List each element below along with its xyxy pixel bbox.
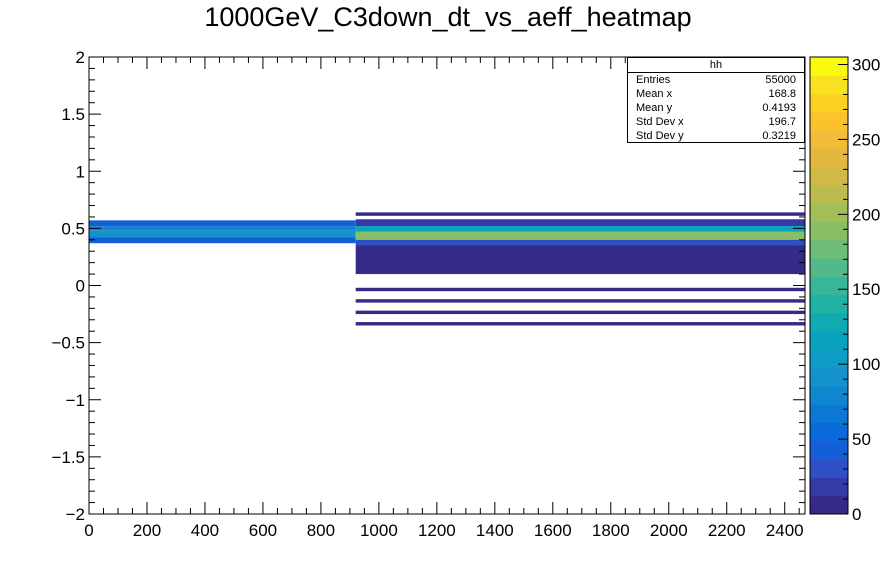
- y-tick-label: −1.5: [51, 448, 85, 467]
- heat-cell: [89, 230, 356, 238]
- x-tick-label: 0: [84, 521, 93, 540]
- heat-cell: [355, 287, 805, 292]
- x-tick-label: 1400: [476, 521, 514, 540]
- stats-mean-y-value: 0.4193: [762, 102, 796, 114]
- x-tick-label: 1600: [534, 521, 572, 540]
- x-tick-label: 200: [133, 521, 161, 540]
- x-tick-label: 400: [191, 521, 219, 540]
- color-scale-swatch: [810, 276, 848, 296]
- heat-cell: [89, 237, 356, 244]
- x-tick-label: 1000: [360, 521, 398, 540]
- stats-box: hh Entries 55000 Mean x 168.8 Mean y 0.4…: [627, 57, 805, 143]
- x-tick-label: 600: [249, 521, 277, 540]
- heat-cell: [355, 219, 805, 227]
- stats-std-x-value: 196.7: [768, 116, 796, 128]
- color-scale-swatch: [810, 367, 848, 387]
- stats-mean-x: Mean x 168.8: [628, 87, 804, 101]
- y-tick-label: 0.5: [61, 219, 85, 238]
- z-tick-label: 250: [852, 130, 880, 149]
- chart-title: 1000GeV_C3down_dt_vs_aeff_heatmap: [204, 2, 692, 32]
- color-scale-swatch: [810, 294, 848, 314]
- y-tick-label: −1: [66, 391, 85, 410]
- color-scale-swatch: [810, 111, 848, 131]
- color-scale-swatch: [810, 93, 848, 113]
- stats-entries-label: Entries: [636, 74, 671, 86]
- color-scale-swatch: [810, 57, 848, 76]
- y-tick-label: −2: [66, 505, 85, 524]
- color-scale-swatch: [810, 459, 848, 478]
- heat-cell: [355, 245, 805, 275]
- x-axis: 0 200 400 600 800 1000 1200 1400 1600 1800 2000 220…: [84, 57, 804, 540]
- heat-cell: [355, 299, 805, 303]
- color-scale-swatch: [810, 312, 848, 332]
- color-scale-swatch: [810, 440, 848, 460]
- color-scale-swatch: [810, 130, 848, 149]
- heat-cell: [355, 239, 805, 246]
- color-scale-swatch: [810, 422, 848, 442]
- color-scale-swatch: [810, 203, 848, 223]
- color-scale-swatch: [810, 166, 848, 186]
- color-scale-swatch: [810, 404, 848, 424]
- x-tick-label: 2200: [708, 521, 746, 540]
- stats-std-x-label: Std Dev x: [636, 116, 684, 128]
- heat-cell: [355, 226, 805, 232]
- x-tick-label: 2400: [766, 521, 804, 540]
- color-scale-swatch: [810, 258, 848, 277]
- color-scale-frame: [809, 56, 849, 515]
- heat-cell: [355, 231, 805, 240]
- z-tick-label: 0: [852, 505, 861, 524]
- color-scale-swatch: [810, 148, 848, 168]
- y-tick-label: 1.5: [61, 105, 85, 124]
- stats-entries: Entries 55000: [628, 73, 804, 87]
- heat-cell: [355, 212, 805, 216]
- color-scale-swatch: [810, 239, 848, 259]
- color-scale-swatch: [810, 495, 848, 515]
- x-tick-label: 800: [307, 521, 335, 540]
- color-scale-swatch: [810, 331, 848, 350]
- stats-name: hh: [628, 58, 804, 73]
- heat-cell: [355, 322, 805, 326]
- y-tick-label: 0: [76, 277, 85, 296]
- stats-std-y: Std Dev y 0.3219: [628, 129, 804, 143]
- color-scale-swatch: [810, 386, 848, 405]
- color-scale-swatch: [810, 75, 848, 95]
- x-tick-label: 1200: [418, 521, 456, 540]
- color-scale: 300 250 200 150 100 50 0: [809, 55, 880, 524]
- heat-cell: [355, 310, 805, 315]
- z-tick-label: 150: [852, 280, 880, 299]
- y-axis: 2 1.5 1 0.5 0 −0.5 −1 −1.5 −2: [51, 48, 805, 524]
- color-scale-swatch: [810, 184, 848, 204]
- color-scale-swatch: [810, 477, 848, 497]
- heatmap-cells: [89, 212, 805, 326]
- y-tick-label: 1: [76, 162, 85, 181]
- x-tick-label: 1800: [592, 521, 630, 540]
- z-tick-label: 200: [852, 205, 880, 224]
- stats-std-y-label: Std Dev y: [636, 130, 684, 142]
- y-tick-label: 2: [76, 48, 85, 67]
- heat-cell: [89, 220, 356, 227]
- stats-entries-value: 55000: [765, 74, 796, 86]
- x-tick-label: 2000: [650, 521, 688, 540]
- z-tick-label: 50: [852, 430, 871, 449]
- heat-cell: [89, 226, 356, 231]
- stats-std-x: Std Dev x 196.7: [628, 115, 804, 129]
- y-tick-label: −0.5: [51, 334, 85, 353]
- color-scale-swatch: [810, 221, 848, 241]
- color-scale-swatch: [810, 349, 848, 369]
- stats-mean-x-label: Mean x: [636, 88, 673, 100]
- stats-std-y-value: 0.3219: [762, 130, 796, 142]
- z-tick-label: 100: [852, 355, 880, 374]
- stats-mean-y: Mean y 0.4193: [628, 101, 804, 115]
- stats-mean-x-value: 168.8: [768, 88, 796, 100]
- stats-mean-y-label: Mean y: [636, 102, 673, 114]
- z-tick-label: 300: [852, 55, 880, 74]
